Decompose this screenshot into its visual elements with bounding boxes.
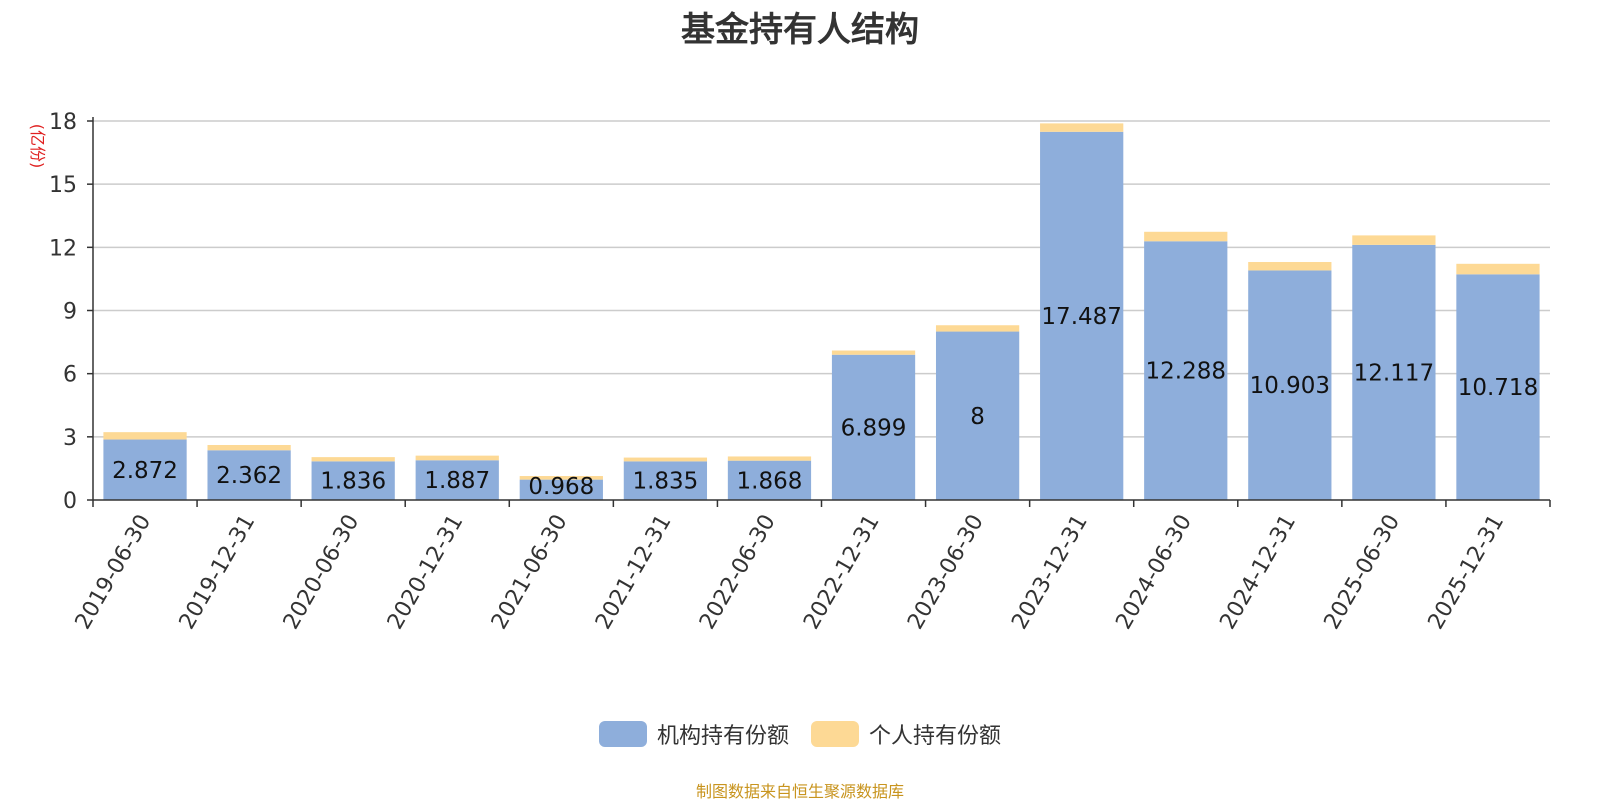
x-tick-label: 2021-12-31 (591, 511, 677, 634)
y-tick-label: 3 (63, 426, 77, 451)
x-tick-label: 2024-06-30 (1111, 511, 1197, 634)
bar-individual[interactable] (1456, 263, 1540, 275)
bar-value-label: 1.835 (632, 469, 698, 495)
x-tick-label: 2025-12-31 (1424, 511, 1510, 634)
y-tick-label: 15 (49, 173, 77, 198)
x-tick-label: 2022-12-31 (799, 511, 885, 634)
bar-institutional[interactable] (415, 460, 499, 500)
y-axis-unit-label: (亿份) (28, 124, 47, 169)
bar-value-label: 10.903 (1250, 373, 1330, 399)
legend-swatch-institutional (598, 721, 647, 747)
bar-individual[interactable] (519, 476, 603, 480)
bar-institutional[interactable] (935, 331, 1020, 500)
x-tick-label: 2025-06-30 (1320, 511, 1406, 634)
bar-value-label: 10.718 (1458, 375, 1538, 401)
x-tick-label: 2021-06-30 (487, 511, 573, 634)
bar-value-label: 2.362 (216, 463, 282, 489)
grid-lines (93, 120, 1550, 438)
bar-institutional[interactable] (1456, 274, 1540, 500)
bar-institutional[interactable] (103, 439, 187, 500)
legend-item-institutional[interactable]: 机构持有份额 (598, 718, 789, 750)
bar-individual[interactable] (1040, 123, 1124, 132)
bar-institutional[interactable] (623, 461, 708, 500)
bar-individual[interactable] (1144, 231, 1228, 242)
bar-institutional[interactable] (1144, 241, 1228, 500)
bar-institutional[interactable] (519, 479, 603, 500)
bar-value-label: 0.968 (528, 474, 594, 500)
x-tick-label: 2019-06-30 (71, 511, 157, 634)
bar-value-label: 8 (970, 404, 985, 430)
bar-individual[interactable] (311, 457, 395, 462)
y-tick-label: 0 (63, 489, 77, 514)
legend-item-individual[interactable]: 个人持有份额 (811, 718, 1001, 750)
bar-value-label: 12.288 (1146, 359, 1226, 385)
legend-label-individual: 个人持有份额 (869, 724, 1002, 749)
bar-institutional[interactable] (1352, 244, 1436, 500)
bar-institutional[interactable] (1248, 270, 1332, 500)
data-source-note: 制图数据来自恒生聚源数据库 (695, 782, 904, 801)
bar-individual[interactable] (935, 325, 1020, 332)
bar-institutional[interactable] (1040, 131, 1124, 500)
bar-individual[interactable] (831, 350, 916, 355)
y-tick-label: 9 (63, 300, 77, 325)
x-tick-label: 2023-06-30 (903, 511, 989, 634)
bar-institutional[interactable] (207, 450, 291, 500)
y-tick-label: 6 (63, 363, 77, 388)
bar-individual[interactable] (1352, 235, 1436, 245)
bar-institutional[interactable] (727, 460, 812, 500)
bar-individual[interactable] (415, 455, 499, 461)
legend: 机构持有份额 个人持有份额 (0, 718, 1600, 750)
bar-individual[interactable] (207, 445, 291, 451)
bar-value-label: 6.899 (841, 415, 907, 441)
bar-value-label: 2.872 (112, 458, 178, 484)
bar-value-label: 12.117 (1354, 360, 1434, 386)
bar-value-label: 17.487 (1041, 304, 1121, 330)
bar-individual[interactable] (103, 432, 187, 440)
bar-value-label: 1.887 (424, 468, 490, 494)
y-tick-label: 18 (49, 110, 77, 135)
x-tick-label: 2020-12-31 (383, 511, 469, 634)
bars (103, 123, 1540, 500)
legend-label-institutional: 机构持有份额 (656, 724, 789, 749)
bar-institutional[interactable] (311, 461, 395, 500)
bar-value-label: 1.836 (320, 469, 386, 495)
bar-individual[interactable] (623, 457, 708, 462)
legend-swatch-individual (811, 721, 859, 747)
bar-value-label: 1.868 (737, 468, 803, 494)
x-tick-label: 2022-06-30 (695, 511, 781, 634)
x-tick-label: 2023-12-31 (1007, 511, 1093, 634)
y-tick-label: 12 (49, 236, 77, 261)
bar-individual[interactable] (1248, 262, 1332, 271)
x-tick-label: 2024-12-31 (1215, 511, 1301, 634)
x-tick-label: 2020-06-30 (279, 511, 365, 634)
chart-title: 基金持有人结构 (681, 10, 919, 50)
bar-institutional[interactable] (831, 354, 916, 500)
data-labels: 2.872 2.362 1.836 1.887 0.968 1.835 1.868 6.899… (112, 304, 1538, 500)
bar-individual[interactable] (727, 456, 812, 461)
x-tick-label: 2019-12-31 (175, 511, 261, 634)
